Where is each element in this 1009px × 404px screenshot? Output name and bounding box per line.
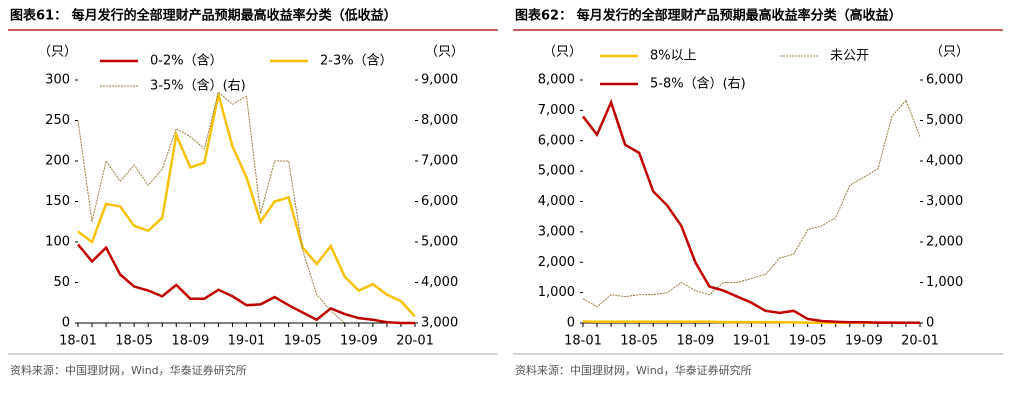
legend-label: 5-8%（含）(右) [650, 76, 746, 92]
y-tick-label: 300 [45, 73, 70, 88]
y-tick-label: 3,000 [538, 224, 575, 239]
y2-tick-label: 5,000 [421, 235, 458, 250]
y-tick-label: 6,000 [538, 133, 575, 148]
y-tick-label: 1,000 [538, 285, 575, 300]
y-tick-label: 0 [62, 316, 70, 331]
chart-title: 图表62： 每月发行的全部理财产品预期最高收益率分类（高收益） [515, 8, 902, 24]
y2-tick-label: 3,000 [421, 316, 458, 331]
y-axis-label: （只） [543, 45, 582, 60]
y2-tick-label: 6,000 [926, 73, 963, 88]
y2-tick-label: 3,000 [926, 194, 963, 209]
series-line [582, 99, 921, 308]
y-tick-label: 0 [567, 316, 575, 331]
y-tick-label: 250 [45, 113, 70, 128]
series-line [582, 98, 920, 325]
y2-tick-label: 1,000 [926, 275, 963, 290]
y2-tick-label: 4,000 [926, 154, 963, 169]
y-axis-label: （只） [38, 45, 77, 60]
x-tick-label: 19-05 [284, 334, 322, 349]
y-tick-label: 50 [53, 275, 70, 290]
x-tick-label: 19-09 [340, 334, 378, 349]
y2-tick-label: 4,000 [421, 275, 458, 290]
legend-label: 3-5%（含）(右) [150, 78, 246, 94]
source: 资料来源：中国理财网，Wind，华泰证券研究所 [10, 363, 247, 377]
series-line [77, 91, 346, 324]
x-tick-label: 18-01 [59, 334, 97, 349]
y2-axis-label: （只） [425, 45, 464, 60]
legend-label: 8%以上 [650, 49, 697, 64]
series-line [77, 94, 416, 318]
legend-label: 2-3%（含） [320, 53, 393, 69]
y-tick-label: 100 [45, 235, 70, 250]
x-tick-label: 18-09 [171, 334, 209, 349]
y-tick-label: 150 [45, 194, 70, 209]
x-tick-label: 18-01 [564, 334, 602, 349]
y-tick-label: 5,000 [538, 164, 575, 179]
y-tick-label: 200 [45, 154, 70, 169]
legend-label: 0-2%（含） [150, 53, 223, 69]
x-tick-label: 19-05 [789, 334, 827, 349]
y2-tick-label: 5,000 [926, 113, 963, 128]
y-tick-label: 2,000 [538, 255, 575, 270]
legend-label: 未公开 [830, 49, 869, 64]
y2-tick-label: 2,000 [926, 235, 963, 250]
y2-tick-label: 7,000 [421, 154, 458, 169]
y2-tick-label: 0 [926, 316, 934, 331]
x-tick-label: 20-01 [396, 334, 434, 349]
y-tick-label: 7,000 [538, 103, 575, 118]
y2-tick-label: 6,000 [421, 194, 458, 209]
x-tick-label: 20-01 [901, 334, 939, 349]
y-tick-label: 4,000 [538, 194, 575, 209]
y-tick-label: 8,000 [538, 73, 575, 88]
source: 资料来源：中国理财网，Wind，华泰证券研究所 [515, 363, 752, 377]
y2-tick-label: 9,000 [421, 73, 458, 88]
x-tick-label: 19-01 [733, 334, 771, 349]
chart-title: 图表61： 每月发行的全部理财产品预期最高收益率分类（低收益） [10, 8, 397, 24]
x-tick-label: 19-09 [845, 334, 883, 349]
y2-tick-label: 8,000 [421, 113, 458, 128]
x-tick-label: 19-01 [228, 334, 266, 349]
y2-axis-label: （只） [930, 45, 969, 60]
series-line [77, 243, 415, 325]
x-tick-label: 18-05 [115, 334, 153, 349]
x-tick-label: 18-09 [676, 334, 714, 349]
x-tick-label: 18-05 [620, 334, 658, 349]
